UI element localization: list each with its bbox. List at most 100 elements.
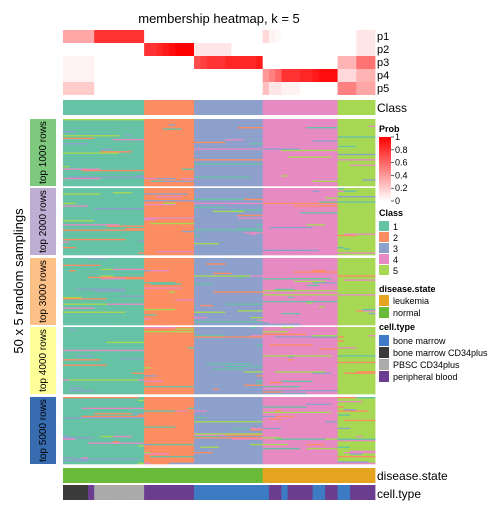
sampling-cell: [150, 446, 189, 449]
sampling-cell: [356, 133, 370, 136]
sampling-cell: [156, 365, 195, 368]
sampling-cell: [63, 228, 76, 230]
sampling-cell: [200, 245, 214, 248]
sampling-cell: [69, 379, 139, 381]
sampling-cell: [262, 329, 338, 332]
sampling-cell: [194, 204, 264, 206]
membership-cell: [350, 69, 357, 82]
sampling-cell: [343, 233, 376, 236]
sampling-cell: [268, 449, 307, 451]
sampling-cell: [100, 245, 145, 248]
sampling-cell: [144, 397, 164, 399]
sampling-cell: [144, 311, 164, 314]
sampling-cell: [187, 434, 195, 437]
membership-cell: [187, 56, 195, 69]
sampling-cell: [175, 409, 195, 411]
sampling-cell: [156, 168, 170, 171]
sampling-cell: [262, 264, 332, 267]
prob-tick-label: 0.2: [395, 183, 408, 193]
disease-state-cell: [275, 468, 282, 483]
sampling-cell: [94, 387, 101, 389]
sampling-cell: [194, 214, 214, 217]
sampling-cell: [287, 296, 295, 299]
sampling-cell: [293, 169, 326, 172]
sampling-cell: [225, 329, 251, 332]
sampling-cell: [144, 316, 195, 319]
membership-cell: [119, 43, 126, 56]
sampling-cell: [281, 120, 326, 122]
sampling-cell: [331, 133, 338, 136]
sampling-cell: [331, 355, 338, 357]
disease-state-cell: [194, 468, 201, 483]
sampling-cell: [144, 335, 176, 337]
sampling-cell: [337, 399, 357, 402]
sampling-cell: [262, 341, 295, 344]
sampling-cell: [194, 292, 201, 295]
sampling-cell: [293, 439, 338, 442]
sampling-cell: [306, 403, 332, 406]
membership-cell: [75, 43, 83, 56]
sampling-cell: [368, 363, 376, 365]
class-cell: [237, 100, 245, 115]
sampling-cell: [237, 276, 245, 279]
disease-state-cell: [331, 468, 338, 483]
sampling-cell: [262, 348, 282, 351]
sampling-cell: [194, 381, 251, 384]
sampling-cell: [63, 165, 70, 168]
sampling-cell: [100, 445, 114, 447]
disease-state-cell: [337, 468, 345, 483]
sampling-cell: [281, 206, 289, 209]
sampling-cell: [350, 335, 370, 337]
sampling-cell: [262, 406, 307, 409]
sampling-cell: [318, 306, 326, 308]
membership-cell: [293, 43, 301, 56]
sampling-cell: [63, 176, 70, 179]
sampling-cell: [144, 385, 195, 388]
sampling-cell: [81, 339, 101, 341]
sampling-cell: [144, 418, 170, 421]
sampling-cell: [268, 279, 295, 282]
sampling-cell: [144, 121, 164, 124]
sampling-cell: [337, 415, 376, 418]
sampling-cell: [81, 312, 101, 315]
sampling-cell: [262, 149, 276, 152]
sampling-cell: [69, 165, 83, 168]
sampling-cell: [337, 216, 376, 218]
sampling-cell: [362, 341, 376, 344]
sampling-cell: [312, 225, 338, 228]
sampling-cell: [293, 443, 307, 446]
sampling-cell: [194, 280, 232, 283]
sampling-cell: [194, 387, 207, 389]
sampling-cell: [144, 450, 195, 453]
sampling-cell: [194, 248, 214, 250]
sampling-cell: [262, 320, 276, 323]
sampling-cell: [262, 147, 338, 149]
sampling-cell: [200, 121, 214, 124]
membership-cell: [275, 43, 282, 56]
sampling-cell: [262, 352, 289, 355]
sampling-cell: [144, 176, 176, 179]
sampling-cell: [337, 208, 376, 210]
sampling-cell: [144, 344, 182, 347]
membership-cell: [275, 69, 282, 82]
sampling-cell: [194, 249, 201, 252]
sampling-cell: [81, 415, 145, 418]
sampling-cell: [63, 434, 145, 437]
class-cell: [125, 100, 133, 115]
sampling-cell: [337, 454, 376, 457]
sampling-cell: [137, 363, 145, 365]
sampling-cell: [169, 345, 195, 348]
sampling-cell: [181, 340, 195, 343]
sampling-cell: [337, 156, 376, 159]
cell-type-cell: [94, 485, 101, 500]
sampling-cell: [256, 380, 264, 383]
sampling-cell: [362, 435, 376, 438]
sampling-cell: [194, 181, 264, 184]
sampling-cell: [337, 190, 345, 193]
sampling-cell: [144, 201, 195, 204]
sampling-cell: [194, 229, 257, 232]
sampling-cell: [300, 238, 313, 241]
sampling-cell: [300, 323, 338, 326]
sampling-cell: [343, 164, 351, 167]
sampling-cell: [194, 402, 251, 404]
